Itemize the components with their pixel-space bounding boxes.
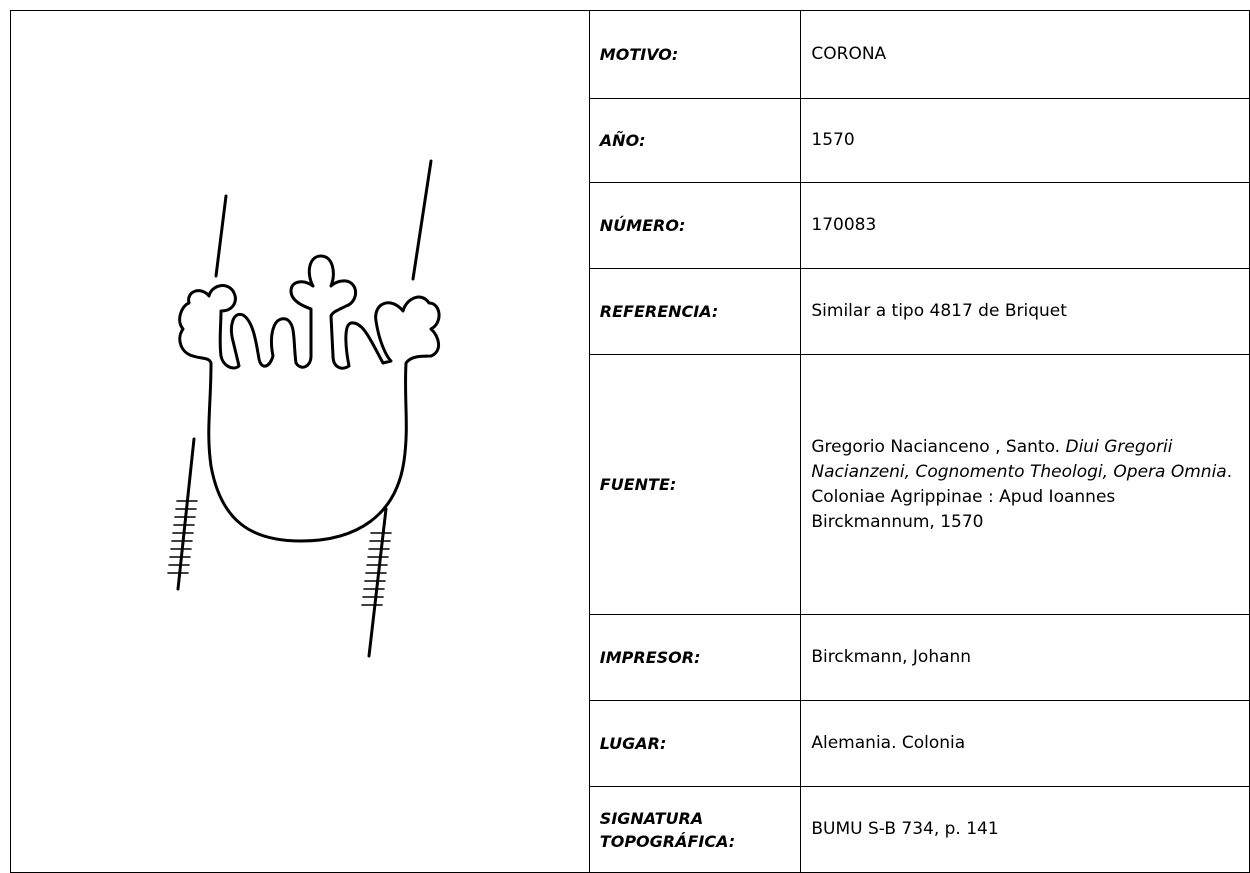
field-value: Gregorio Nacianceno , Santo. Diui Gregor…: [800, 354, 1250, 615]
table-row: AÑO: 1570: [11, 98, 1250, 183]
field-value: 170083: [800, 182, 1250, 269]
table-row: IMPRESOR: Birckmann, Johann: [11, 614, 1250, 701]
table-row: SIGNATURA TOPOGRÁFICA: BUMU S-B 734, p. 1…: [11, 786, 1250, 873]
field-label: NÚMERO:: [588, 182, 802, 269]
text-segment: Gregorio Nacianceno , Santo.: [811, 436, 1066, 457]
table-row: FUENTE: Gregorio Nacianceno , Santo. Diui…: [11, 354, 1250, 615]
field-label: FUENTE:: [588, 354, 802, 615]
record-table: MOTIVO: CORONA AÑO: 1570 NÚMERO: 170083 REFERE…: [10, 10, 1250, 873]
text-segment: Diui Gregorii Nacianzeni, Cognomento The…: [811, 436, 1227, 482]
field-label: MOTIVO:: [588, 10, 802, 99]
field-label: IMPRESOR:: [588, 614, 802, 701]
field-label: REFERENCIA:: [588, 268, 802, 355]
field-value: Alemania. Colonia: [800, 700, 1250, 787]
field-value: 1570: [800, 98, 1250, 183]
watermark-drawing: [167, 159, 441, 658]
field-label: SIGNATURA TOPOGRÁFICA:: [588, 786, 802, 873]
field-value: BUMU S-B 734, p. 141: [800, 786, 1250, 873]
watermark-cell: [10, 10, 590, 873]
text-segment: . Coloniae Agrippinae : Apud Ioannes Bir…: [811, 461, 1233, 532]
table-row: REFERENCIA: Similar a tipo 4817 de Brique…: [11, 268, 1250, 355]
table-row: LUGAR: Alemania. Colonia: [11, 700, 1250, 787]
field-value: CORONA: [800, 10, 1250, 99]
table-row: MOTIVO: CORONA: [10, 10, 1250, 873]
field-label: LUGAR:: [588, 700, 802, 787]
field-label: AÑO:: [588, 98, 802, 183]
field-value: Birckmann, Johann: [800, 614, 1250, 701]
field-value: Similar a tipo 4817 de Briquet: [800, 268, 1250, 355]
